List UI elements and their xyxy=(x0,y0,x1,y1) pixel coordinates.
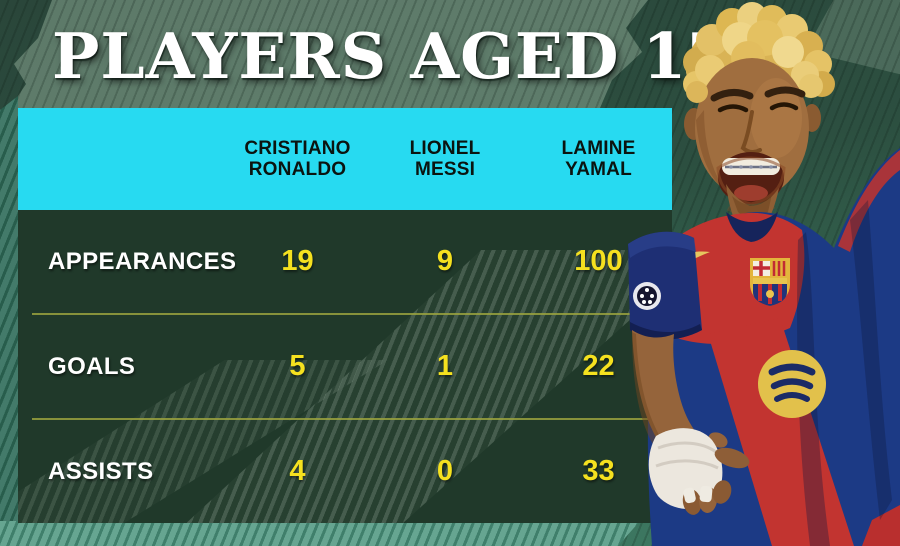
table-row-goals: GOALS 5 1 22 xyxy=(18,315,672,418)
table-row-assists: ASSISTS 4 0 33 xyxy=(18,420,672,523)
player-hair xyxy=(683,2,835,97)
spotify-logo-icon xyxy=(758,350,826,418)
row-divider xyxy=(32,418,666,420)
row-divider xyxy=(32,313,666,315)
table-body: APPEARANCES 19 9 100 GOALS 5 1 22 ASSIST… xyxy=(18,210,672,523)
column-header-yamal: LAMINE YAMAL xyxy=(525,138,672,181)
player-first-name: CRISTIANO xyxy=(244,137,351,159)
stats-panel: CRISTIANO RONALDO LIONEL MESSI LAMINE YA… xyxy=(18,108,672,523)
stat-value: 33 xyxy=(582,455,615,487)
stat-value: 100 xyxy=(574,245,623,277)
ucl-starball-patch-icon xyxy=(633,282,661,310)
player-last-name: MESSI xyxy=(414,159,476,180)
column-header-messi: LIONEL MESSI xyxy=(365,138,525,181)
page-title: PLAYERS AGED 17 xyxy=(52,19,733,93)
column-header-ronaldo: CRISTIANO RONALDO xyxy=(230,138,365,181)
left-accent-strip xyxy=(0,96,18,546)
stat-value: 22 xyxy=(582,350,615,382)
stat-value: 0 xyxy=(436,455,454,487)
stat-label: ASSISTS xyxy=(48,457,154,485)
player-last-name: RONALDO xyxy=(248,159,347,180)
player-first-name: LIONEL xyxy=(409,137,481,159)
stat-value: 19 xyxy=(281,245,314,277)
stat-value: 9 xyxy=(436,245,454,277)
stat-label: GOALS xyxy=(48,352,136,380)
stat-value: 1 xyxy=(436,350,454,382)
stat-value: 4 xyxy=(289,455,306,487)
title-background-texture xyxy=(10,0,648,108)
player-photo xyxy=(628,2,900,546)
fcb-crest-icon xyxy=(750,258,790,306)
player-arm xyxy=(632,330,750,515)
bottom-accent-strip xyxy=(0,521,640,546)
player-first-name: LAMINE xyxy=(561,137,636,159)
player-last-name: YAMAL xyxy=(565,159,632,180)
table-row-appearances: APPEARANCES 19 9 100 xyxy=(18,210,672,313)
stat-label: APPEARANCES xyxy=(48,247,237,275)
stat-value: 5 xyxy=(289,350,306,382)
table-header: CRISTIANO RONALDO LIONEL MESSI LAMINE YA… xyxy=(18,108,672,210)
